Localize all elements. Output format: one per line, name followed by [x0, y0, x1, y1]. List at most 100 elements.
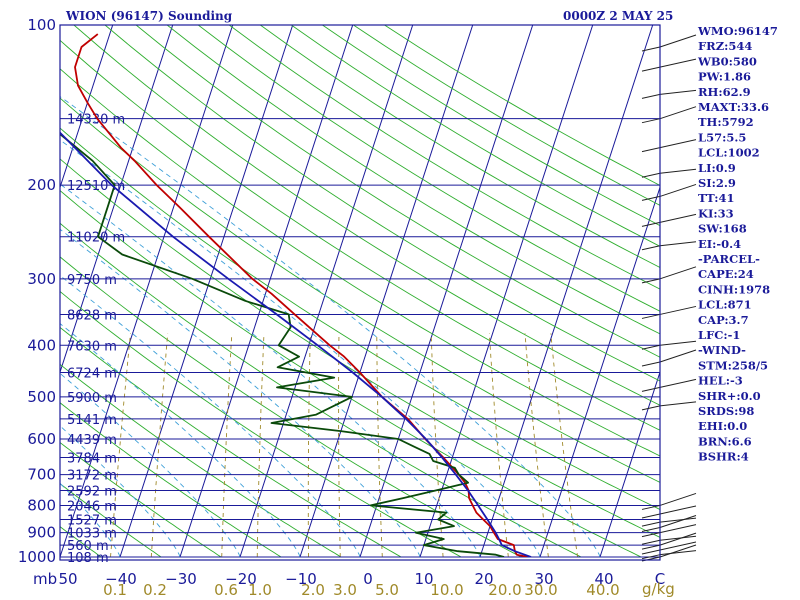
- mixing-ratio-label: 2.0: [301, 581, 325, 599]
- index-label: TT:41: [698, 191, 735, 205]
- mixing-ratio-line: [488, 333, 509, 557]
- wind-barb: [641, 93, 661, 99]
- mixing-ratio-label: 0.1: [103, 581, 127, 599]
- adiabat-line: [60, 97, 660, 483]
- wind-barb: [641, 361, 661, 367]
- adiabat-line: [73, 25, 660, 406]
- wind-barb: [641, 221, 661, 227]
- index-label: BRN:6.6: [698, 434, 752, 448]
- isotherm-line: [239, 25, 414, 557]
- wind-barb: [659, 349, 697, 363]
- wind-barb: [659, 106, 697, 120]
- isotherm-line: [119, 25, 294, 557]
- wind-barb: [641, 46, 661, 52]
- temperature-tick-label: −10: [285, 570, 317, 588]
- mixing-ratio-label: 30.0: [524, 581, 557, 599]
- height-label: 1527 m: [67, 513, 117, 528]
- mixing-ratio-label: 40.0: [586, 581, 619, 599]
- wind-barb: [659, 213, 697, 223]
- wind-barb: [641, 386, 661, 392]
- index-label: PW:1.86: [698, 70, 751, 84]
- adiabat-line: [60, 68, 660, 457]
- index-label: EHI:0.0: [698, 419, 747, 433]
- height-label: 1033 m: [67, 527, 117, 542]
- height-label: 2592 m: [67, 485, 117, 500]
- index-label: HEL:-3: [698, 374, 743, 388]
- isobar-lines: [60, 118, 660, 558]
- mixing-ratio-label: 0.6: [214, 581, 238, 599]
- wind-barb: [641, 554, 661, 560]
- wind-barb: [641, 521, 661, 527]
- pressure-tick-label: 1000: [18, 548, 56, 566]
- index-label: SW:168: [698, 222, 747, 236]
- index-label: WMO:96147: [697, 24, 778, 38]
- index-label: LCL:1002: [698, 146, 760, 160]
- wind-barb: [641, 405, 661, 411]
- pressure-tick-label: 600: [27, 430, 56, 448]
- mixing-ratio-label: 0.2: [143, 581, 167, 599]
- wind-barb: [659, 266, 697, 280]
- wind-barb: [659, 535, 697, 541]
- index-label: KI:33: [698, 206, 734, 220]
- mixing-ratio-line: [110, 333, 131, 557]
- wind-barb: [659, 544, 697, 558]
- index-label: WB0:580: [697, 54, 757, 68]
- height-label: 14330 m: [67, 113, 125, 128]
- mixing-ratio-line: [150, 333, 169, 557]
- pressure-tick-label: 500: [27, 388, 56, 406]
- wind-barbs: [641, 34, 697, 562]
- temperature-tick-label: −30: [165, 570, 197, 588]
- index-label: SI:2.9: [698, 176, 736, 190]
- pressure-tick-label: 700: [27, 466, 56, 484]
- index-label: TH:5792: [698, 115, 754, 129]
- index-label: RH:62.9: [698, 85, 751, 99]
- wind-barb: [659, 139, 697, 149]
- wind-barb: [641, 549, 661, 555]
- isotherm-line: [359, 25, 534, 557]
- index-label: CAPE:24: [698, 267, 754, 281]
- wind-barb: [641, 278, 661, 284]
- wind-barb: [659, 550, 697, 556]
- wind-barb: [659, 505, 697, 515]
- mixing-ratio-line: [256, 333, 265, 557]
- pressure-unit: mb: [33, 570, 57, 588]
- index-label: -PARCEL-: [698, 252, 760, 266]
- wind-barb: [641, 544, 661, 550]
- index-label: L57:5.5: [698, 130, 746, 144]
- adiabat-line: [60, 39, 660, 431]
- mixing-ratio-line: [221, 333, 233, 557]
- height-label: 4439 m: [67, 433, 117, 448]
- index-label: LI:0.9: [698, 161, 736, 175]
- temperature-tick-label: 40: [594, 570, 613, 588]
- index-label: SHR+:0.0: [698, 389, 761, 403]
- index-label: LFC:-1: [698, 328, 740, 342]
- temperature-tick-label: 0: [363, 570, 373, 588]
- wind-barb: [659, 378, 697, 388]
- isotherm-line: [179, 25, 354, 557]
- parcel-line: [60, 131, 532, 557]
- height-label: 3784 m: [67, 451, 117, 466]
- pressure-tick-label: 400: [27, 336, 56, 354]
- saturation-line: [60, 228, 421, 557]
- height-labels: 14330 m 12510 m 11020 m 9750 m 8628 m 7630 m 6…: [67, 113, 125, 566]
- station-title: WION (96147) Sounding: [65, 9, 233, 23]
- wind-barb: [659, 34, 697, 48]
- wind-barb: [659, 305, 697, 315]
- height-label: 108 m: [67, 551, 109, 566]
- isotherm-line: [539, 185, 660, 557]
- pressure-tick-label: 900: [27, 524, 56, 542]
- index-label: CINH:1978: [698, 282, 770, 296]
- mixing-ratio-label: 20.0: [488, 581, 521, 599]
- mixing-ratio-label: 1.0: [248, 581, 272, 599]
- wind-barb: [659, 524, 697, 534]
- height-label: 6724 m: [67, 367, 117, 382]
- height-label: 5141 m: [67, 413, 117, 428]
- wind-barb: [641, 513, 661, 519]
- wind-barb: [659, 183, 697, 197]
- pressure-tick-label: 200: [27, 176, 56, 194]
- mixing-ratio-line: [550, 333, 579, 557]
- mixing-ratio-line: [430, 333, 444, 557]
- valid-time: 0000Z 2 MAY 25: [563, 9, 673, 23]
